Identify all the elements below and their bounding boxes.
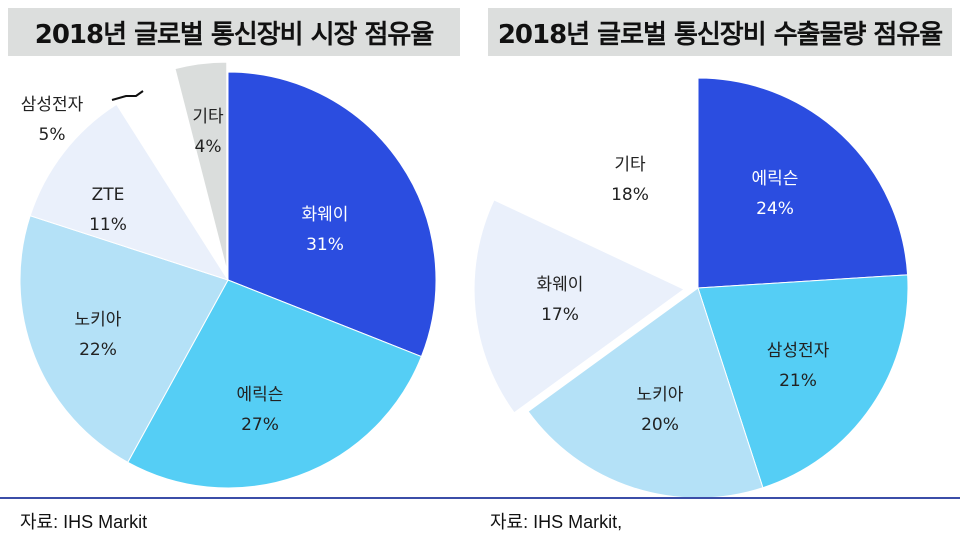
slice-name-label: 노키아 [75, 310, 122, 330]
pie-slice-market-1 [127, 279, 423, 489]
slice-name-label: 기타 [614, 155, 646, 175]
slice-value-label: 4% [195, 137, 222, 157]
pie-slice-export-2 [527, 287, 764, 499]
pie-slice-market-3 [29, 103, 230, 281]
slice-value-label: 20% [641, 415, 679, 435]
slice-value-label: 11% [89, 215, 127, 235]
slice-name-label: 삼성전자 [21, 95, 84, 115]
pie-slice-export-1 [697, 274, 909, 489]
source-note-left: 자료: IHS Markit [20, 512, 148, 532]
slice-value-label: 24% [756, 199, 794, 219]
pie-slice-export-0 [697, 77, 909, 289]
slice-value-label: 5% [39, 125, 66, 145]
slice-name-label: 화웨이 [537, 275, 584, 295]
chart-title-export-share: 2018년 글로벌 통신장비 수출물량 점유율 [488, 8, 952, 56]
slice-value-label: 17% [541, 305, 579, 325]
source-note-right: 자료: IHS Markit, [490, 512, 623, 532]
footer-divider [0, 497, 960, 499]
pie-slice-market-2 [19, 215, 229, 463]
pie-slice-market-4 [108, 61, 222, 264]
slice-name-label: 화웨이 [302, 205, 349, 225]
slice-name-label: ZTE [92, 185, 125, 205]
leader-line [111, 90, 144, 101]
pie-slice-export-3 [473, 199, 686, 414]
slice-name-label: 기타 [192, 107, 224, 127]
slice-name-label: 에릭슨 [752, 169, 799, 189]
slice-name-label: 삼성전자 [767, 341, 830, 361]
slice-name-label: 노키아 [637, 385, 684, 405]
chart-title-market-share: 2018년 글로벌 통신장비 시장 점유율 [8, 8, 460, 56]
slice-name-label: 에릭슨 [237, 385, 284, 405]
pie-slice-export-4 [501, 69, 694, 281]
slice-value-label: 18% [611, 185, 649, 205]
pie-slice-market-0 [227, 71, 437, 358]
pie-chart-export-share: 에릭슨 24% 삼성전자 21% 노키아 20% 화웨이 17% 기타 18% [473, 69, 909, 499]
pie-chart-market-share: 화웨이 31% 에릭슨 27% 노키아 22% ZTE 11% 삼성전자 5% 기타 4% [19, 61, 437, 489]
slice-value-label: 31% [306, 235, 344, 255]
slice-value-label: 21% [779, 371, 817, 391]
pie-slice-market-5 [174, 61, 228, 271]
slice-value-label: 22% [79, 340, 117, 360]
slice-value-label: 27% [241, 415, 279, 435]
